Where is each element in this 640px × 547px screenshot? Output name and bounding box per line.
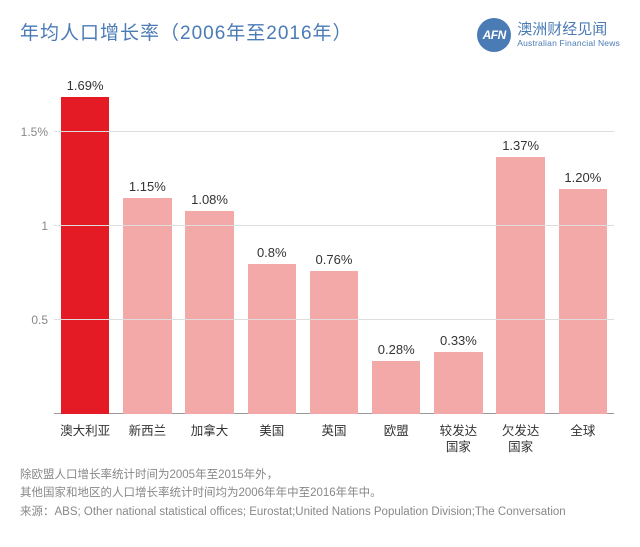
x-tick-label: 欧盟 [365, 418, 427, 456]
x-tick-label: 澳大利亚 [54, 418, 116, 456]
bar [559, 189, 608, 414]
x-tick-label: 较发达国家 [427, 418, 489, 456]
footnote-line: 除欧盟人口增长率统计时间为2005年至2015年外， [20, 466, 620, 484]
footnote: 除欧盟人口增长率统计时间为2005年至2015年外， 其他国家和地区的人口增长率… [20, 466, 620, 521]
plot-area: 1.69% 1.15%1.08% 0.8%0.76% 0.28%0.33% 1.37% 1… [54, 76, 614, 414]
source-line: 来源：ABS; Other national statistical offic… [20, 503, 620, 521]
bar [248, 264, 297, 414]
bar-value-label: 1.69% [54, 78, 116, 93]
chart-card: 年均人口增长率（2006年至2016年） AFN 澳洲财经见闻 Australi… [0, 0, 640, 547]
brand-name-cn: 澳洲财经见闻 [517, 22, 620, 39]
y-tick-label: 1.5% [20, 125, 48, 139]
bar [61, 97, 110, 414]
footnote-line: 其他国家和地区的人口增长率统计时间均为2006年年中至2016年年中。 [20, 484, 620, 502]
bar [434, 352, 483, 414]
brand-name-en: Australian Financial News [517, 39, 620, 48]
bar-value-label: 1.20% [552, 170, 614, 185]
header: 年均人口增长率（2006年至2016年） AFN 澳洲财经见闻 Australi… [20, 18, 620, 52]
x-tick-label: 英国 [303, 418, 365, 456]
bar-slot: 0.8% [241, 76, 303, 414]
bar-slot: 1.37% [490, 76, 552, 414]
x-axis-labels: 澳大利亚新西兰加拿大美国英国欧盟较发达国家欠发达国家全球 [54, 418, 614, 456]
x-tick-label: 欠发达国家 [490, 418, 552, 456]
brand-text: 澳洲财经见闻 Australian Financial News [517, 22, 620, 48]
gridline: 1.5% [54, 131, 614, 132]
x-tick-label: 全球 [552, 418, 614, 456]
bar-value-label: 0.28% [365, 342, 427, 357]
x-tick-label: 加拿大 [178, 418, 240, 456]
bar-slot: 0.76% [303, 76, 365, 414]
bar-slot: 1.69% [54, 76, 116, 414]
bar-value-label: 1.08% [178, 192, 240, 207]
bar-slot: 1.08% [178, 76, 240, 414]
y-tick-label: 0.5 [20, 313, 48, 327]
bar-value-label: 0.76% [303, 252, 365, 267]
bar [123, 198, 172, 414]
afn-logo-icon: AFN [477, 18, 511, 52]
bar-value-label: 1.37% [490, 138, 552, 153]
bar-slot: 1.20% [552, 76, 614, 414]
x-tick-label: 美国 [241, 418, 303, 456]
bar-value-label: 1.15% [116, 179, 178, 194]
x-tick-label: 新西兰 [116, 418, 178, 456]
bar-value-label: 0.33% [427, 333, 489, 348]
bar-chart: 1.69% 1.15%1.08% 0.8%0.76% 0.28%0.33% 1.37% 1… [20, 66, 620, 456]
gridline: 0.5 [54, 319, 614, 320]
chart-title: 年均人口增长率（2006年至2016年） [20, 18, 353, 45]
y-tick-label: 1 [20, 219, 48, 233]
gridline: 1 [54, 225, 614, 226]
bar [496, 157, 545, 414]
bar [372, 361, 421, 414]
bar [185, 211, 234, 414]
brand: AFN 澳洲财经见闻 Australian Financial News [477, 18, 620, 52]
bar-value-label: 0.8% [241, 245, 303, 260]
bar-slot: 1.15% [116, 76, 178, 414]
bar-slot: 0.33% [427, 76, 489, 414]
bars-container: 1.69% 1.15%1.08% 0.8%0.76% 0.28%0.33% 1.37% 1… [54, 76, 614, 414]
bar-slot: 0.28% [365, 76, 427, 414]
bar [310, 271, 359, 414]
